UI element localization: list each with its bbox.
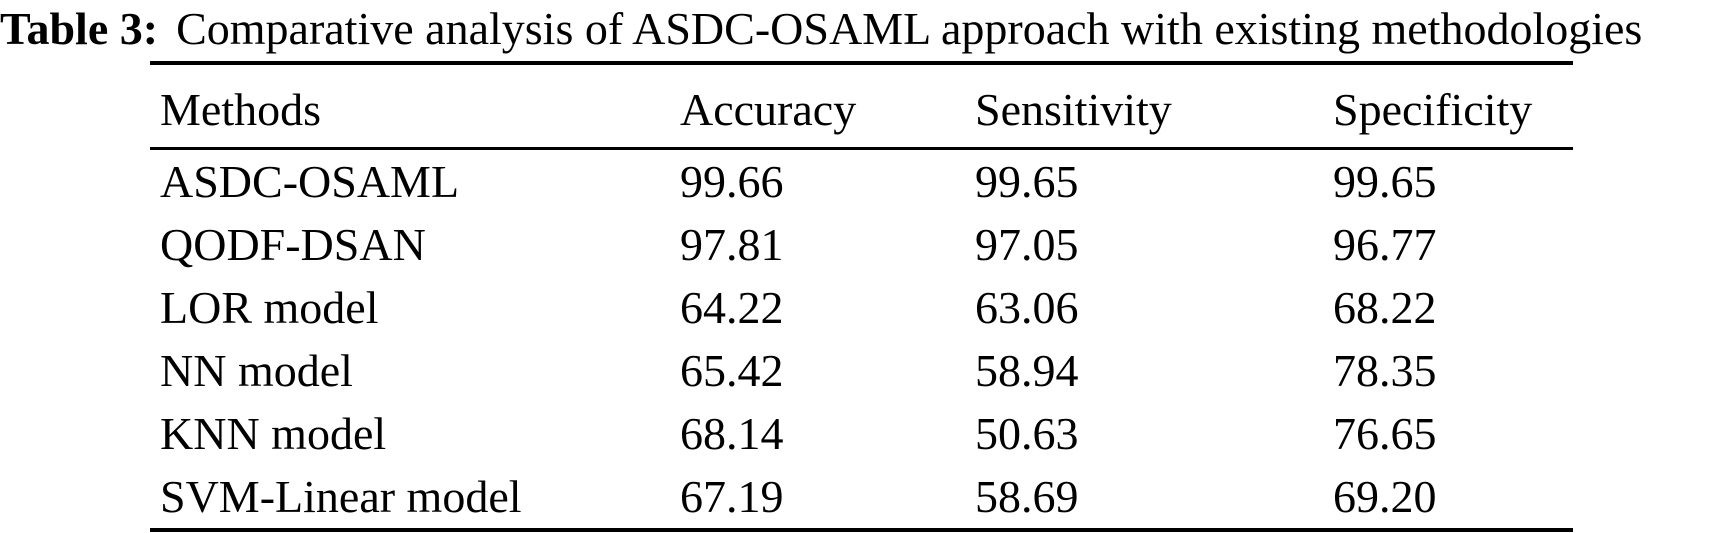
cell-sensitivity: 58.94	[975, 345, 1079, 396]
cell-method: QODF-DSAN	[160, 219, 426, 270]
table-caption: Table 3: Comparative analysis of ASDC-OSA…	[0, 0, 1642, 58]
cell-accuracy: 99.66	[680, 156, 784, 207]
cell-sensitivity: 99.65	[975, 156, 1079, 207]
cell-accuracy: 97.81	[680, 219, 784, 270]
cell-sensitivity: 63.06	[975, 282, 1079, 333]
table-row: NN model 65.42 58.94 78.35	[150, 339, 1573, 402]
col-header-methods: Methods	[150, 63, 680, 150]
table-caption-label: Table 3:	[0, 3, 159, 54]
cell-method: SVM-Linear model	[160, 471, 522, 522]
cell-sensitivity: 50.63	[975, 408, 1079, 459]
cell-specificity: 68.22	[1333, 282, 1437, 333]
comparison-table: Methods Accuracy Sensitivity Specificity…	[150, 61, 1573, 532]
cell-specificity: 78.35	[1333, 345, 1437, 396]
cell-accuracy: 65.42	[680, 345, 784, 396]
cell-specificity: 99.65	[1333, 156, 1437, 207]
cell-accuracy: 67.19	[680, 471, 784, 522]
table-row: LOR model 64.22 63.06 68.22	[150, 276, 1573, 339]
cell-method: NN model	[160, 345, 353, 396]
cell-specificity: 69.20	[1333, 471, 1437, 522]
cell-sensitivity: 58.69	[975, 471, 1079, 522]
cell-accuracy: 68.14	[680, 408, 784, 459]
cell-specificity: 96.77	[1333, 219, 1437, 270]
cell-method: LOR model	[160, 282, 379, 333]
cell-method: ASDC-OSAML	[160, 156, 460, 207]
cell-accuracy: 64.22	[680, 282, 784, 333]
header-row: Methods Accuracy Sensitivity Specificity	[150, 63, 1573, 150]
table-body: ASDC-OSAML 99.66 99.65 99.65 QODF-DSAN 9…	[150, 149, 1573, 531]
col-header-specificity: Specificity	[1333, 63, 1573, 150]
table-row: SVM-Linear model 67.19 58.69 69.20	[150, 465, 1573, 530]
table-row: QODF-DSAN 97.81 97.05 96.77	[150, 213, 1573, 276]
cell-method: KNN model	[160, 408, 387, 459]
col-header-accuracy: Accuracy	[680, 63, 975, 150]
table-header: Methods Accuracy Sensitivity Specificity	[150, 63, 1573, 150]
col-header-sensitivity: Sensitivity	[975, 63, 1333, 150]
cell-sensitivity: 97.05	[975, 219, 1079, 270]
table-caption-text: Comparative analysis of ASDC-OSAML appro…	[176, 3, 1643, 54]
cell-specificity: 76.65	[1333, 408, 1437, 459]
table-row: ASDC-OSAML 99.66 99.65 99.65	[150, 149, 1573, 214]
table-row: KNN model 68.14 50.63 76.65	[150, 402, 1573, 465]
